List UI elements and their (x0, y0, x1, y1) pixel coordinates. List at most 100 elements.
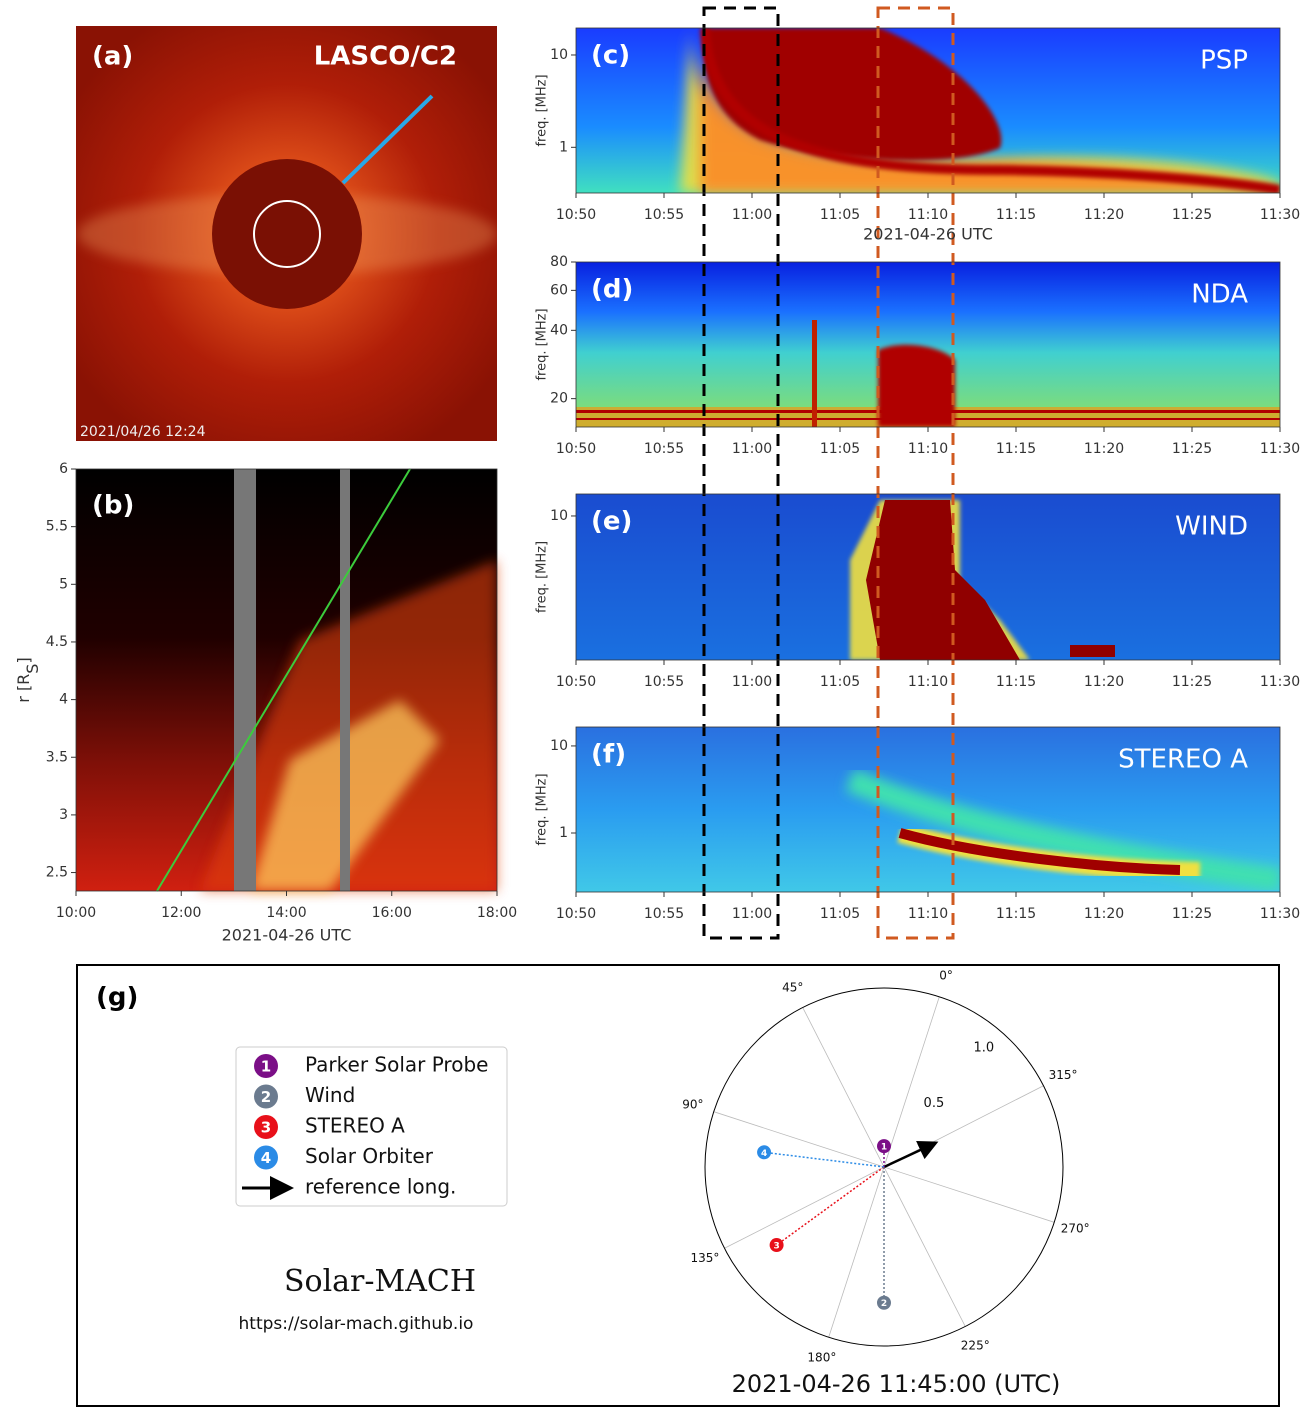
legend-number: 1 (261, 1058, 271, 1076)
legend-number: 2 (261, 1088, 271, 1106)
timestamp: 2021/04/26 12:24 (80, 424, 206, 440)
y-axis-label: freq. [MHz] (535, 308, 550, 380)
x-axis-label: 2021-04-26 UTC (222, 926, 352, 945)
body-line (777, 1167, 884, 1245)
body-line (764, 1152, 884, 1167)
instrument-name: PSP (1200, 46, 1248, 76)
x-tick-label: 14:00 (266, 905, 306, 921)
angle-tick-label: 225° (961, 1339, 990, 1353)
y-tick-label: 60 (550, 282, 568, 298)
panel-label: (c) (591, 41, 630, 71)
legend-text: STEREO A (305, 1114, 405, 1138)
panel-label: (e) (591, 507, 632, 537)
y-axis-label-part: ] (14, 657, 33, 663)
jmap-image (76, 469, 497, 891)
grid-line (714, 1112, 884, 1167)
legend-text: Solar Orbiter (305, 1144, 434, 1168)
y-tick-label: 3.5 (46, 749, 68, 765)
angle-tick-label: 0° (939, 968, 953, 982)
body-number: 2 (881, 1299, 887, 1309)
x-tick-label: 11:10 (908, 906, 948, 922)
y-tick-label: 5.5 (46, 519, 68, 535)
x-tick-label: 10:00 (56, 905, 96, 921)
angle-tick-label: 315° (1049, 1068, 1078, 1082)
psp-image (576, 28, 1280, 193)
y-axis-label: freq. [MHz] (535, 74, 550, 146)
body-number: 3 (773, 1242, 779, 1252)
angle-tick-label: 45° (782, 980, 803, 994)
grid-line (803, 1008, 884, 1167)
angle-tick-label: 135° (690, 1251, 719, 1265)
x-tick-label: 10:55 (644, 441, 684, 457)
body-number: 4 (761, 1149, 767, 1159)
x-tick-label: 11:25 (1172, 674, 1212, 690)
x-tick-label: 11:15 (996, 906, 1036, 922)
y-axis-label: r [RS] (14, 657, 43, 702)
x-tick-label: 10:55 (644, 906, 684, 922)
x-tick-label: 11:10 (908, 207, 948, 223)
x-tick-label: 11:10 (908, 441, 948, 457)
y-tick-label: 20 (550, 391, 568, 407)
x-tick-label: 11:20 (1084, 207, 1124, 223)
panel-label: (d) (591, 275, 633, 305)
angle-tick-label: 180° (807, 1351, 836, 1365)
x-tick-label: 11:15 (996, 207, 1036, 223)
radial-tick-label: 1.0 (973, 1041, 994, 1056)
legend-number: 3 (261, 1119, 271, 1137)
x-tick-label: 11:30 (1260, 906, 1300, 922)
y-tick-label: 1 (559, 139, 568, 155)
x-tick-label: 11:00 (732, 441, 772, 457)
y-tick-label: 4 (59, 692, 68, 708)
x-tick-label: 10:50 (556, 906, 596, 922)
grid-line (725, 1167, 884, 1248)
x-tick-label: 11:20 (1084, 906, 1124, 922)
x-tick-label: 11:00 (732, 207, 772, 223)
x-tick-label: 11:05 (820, 207, 860, 223)
x-tick-label: 11:25 (1172, 441, 1212, 457)
x-tick-label: 11:30 (1260, 441, 1300, 457)
x-tick-label: 11:10 (908, 674, 948, 690)
instrument-name: NDA (1191, 280, 1248, 310)
instrument-name: LASCO/C2 (314, 42, 457, 72)
url: https://solar-mach.github.io (239, 1314, 474, 1334)
y-tick-label: 40 (550, 322, 568, 338)
x-tick-label: 11:00 (732, 906, 772, 922)
y-axis-label: freq. [MHz] (535, 541, 550, 613)
lasco-image (76, 26, 497, 441)
x-tick-label: 10:50 (556, 207, 596, 223)
x-tick-label: 11:20 (1084, 674, 1124, 690)
x-tick-label: 11:20 (1084, 441, 1124, 457)
body-number: 1 (881, 1143, 887, 1153)
radial-tick-label: 0.5 (924, 1096, 945, 1111)
legend-text: Wind (305, 1083, 355, 1107)
x-tick-label: 11:15 (996, 441, 1036, 457)
nda-image (576, 262, 1280, 427)
x-tick-label: 10:55 (644, 207, 684, 223)
y-tick-label: 10 (550, 508, 568, 524)
x-tick-label: 10:50 (556, 441, 596, 457)
panel-label: (b) (92, 491, 134, 521)
panel-label: (a) (92, 42, 133, 72)
x-tick-label: 11:25 (1172, 906, 1212, 922)
y-tick-label: 6 (59, 461, 68, 477)
y-axis-label-part: r [R (14, 674, 33, 703)
y-tick-label: 10 (550, 47, 568, 63)
panel-label: (g) (96, 983, 138, 1013)
x-tick-label: 11:30 (1260, 207, 1300, 223)
x-tick-label: 12:00 (161, 905, 201, 921)
x-tick-label: 11:05 (820, 441, 860, 457)
panel-label: (f) (591, 740, 626, 770)
x-tick-label: 11:15 (996, 674, 1036, 690)
solar-mach-title: Solar-MACH (284, 1264, 476, 1299)
y-tick-label: 3 (59, 807, 68, 823)
y-axis-label-part: S (23, 664, 42, 674)
grid-line (884, 997, 939, 1167)
figure: (a) LASCO/C2 2021/04/26 12:24 (b) (g) So… (0, 0, 1315, 1407)
legend-number: 4 (261, 1149, 271, 1167)
y-tick-label: 1 (559, 825, 568, 841)
y-tick-label: 10 (550, 738, 568, 754)
x-tick-label: 11:05 (820, 906, 860, 922)
y-axis-label: freq. [MHz] (535, 773, 550, 845)
instrument-name: STEREO A (1118, 745, 1248, 775)
y-tick-label: 4.5 (46, 634, 68, 650)
